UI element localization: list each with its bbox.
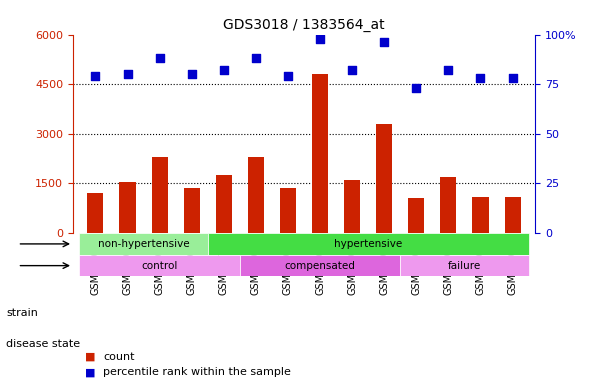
Text: count: count: [103, 352, 135, 362]
Text: ■: ■: [85, 352, 95, 362]
Bar: [440, 177, 457, 233]
Bar: [344, 180, 360, 233]
Point: [412, 85, 421, 91]
FancyBboxPatch shape: [400, 255, 528, 276]
Point: [283, 73, 293, 79]
Point: [508, 75, 517, 81]
FancyBboxPatch shape: [208, 233, 528, 255]
Bar: [376, 124, 392, 233]
Text: compensated: compensated: [285, 261, 356, 271]
Bar: [120, 182, 136, 233]
Bar: [505, 197, 520, 233]
Bar: [151, 157, 168, 233]
Text: ■: ■: [85, 367, 95, 377]
Bar: [472, 197, 488, 233]
FancyBboxPatch shape: [240, 255, 400, 276]
Bar: [248, 157, 264, 233]
Title: GDS3018 / 1383564_at: GDS3018 / 1383564_at: [223, 18, 385, 32]
Text: strain: strain: [6, 308, 38, 318]
FancyBboxPatch shape: [80, 233, 208, 255]
Point: [154, 55, 164, 61]
Point: [443, 67, 453, 73]
Text: hypertensive: hypertensive: [334, 239, 402, 249]
Text: percentile rank within the sample: percentile rank within the sample: [103, 367, 291, 377]
Point: [347, 67, 357, 73]
Text: control: control: [142, 261, 178, 271]
Point: [315, 35, 325, 41]
Point: [123, 71, 133, 77]
FancyBboxPatch shape: [80, 255, 240, 276]
Text: failure: failure: [448, 261, 481, 271]
Point: [219, 67, 229, 73]
Point: [379, 40, 389, 46]
Bar: [216, 175, 232, 233]
Bar: [280, 189, 296, 233]
Point: [187, 71, 196, 77]
Text: non-hypertensive: non-hypertensive: [98, 239, 189, 249]
Bar: [184, 189, 199, 233]
Bar: [409, 198, 424, 233]
Point: [475, 75, 485, 81]
Text: disease state: disease state: [6, 339, 80, 349]
Point: [91, 73, 100, 79]
Point: [251, 55, 261, 61]
Bar: [88, 194, 103, 233]
Bar: [312, 74, 328, 233]
